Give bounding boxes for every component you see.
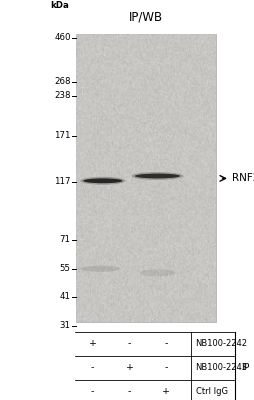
Text: NB100-2242: NB100-2242 xyxy=(196,340,248,348)
Text: 268: 268 xyxy=(54,78,71,86)
Text: 117: 117 xyxy=(54,178,71,186)
Text: +: + xyxy=(162,388,170,396)
Text: +: + xyxy=(125,364,134,372)
Bar xyxy=(76,34,216,322)
Text: -: - xyxy=(128,340,131,348)
Text: RNF20: RNF20 xyxy=(232,173,254,183)
Ellipse shape xyxy=(80,177,125,185)
Text: 171: 171 xyxy=(54,132,71,140)
Text: 460: 460 xyxy=(54,34,71,42)
Text: 71: 71 xyxy=(60,236,71,244)
Text: -: - xyxy=(165,364,168,372)
Text: 238: 238 xyxy=(54,92,71,100)
Text: 55: 55 xyxy=(60,264,71,273)
Ellipse shape xyxy=(81,266,120,272)
Text: -: - xyxy=(91,364,94,372)
Ellipse shape xyxy=(140,269,175,276)
Text: IP/WB: IP/WB xyxy=(129,11,163,24)
Text: Ctrl IgG: Ctrl IgG xyxy=(196,388,228,396)
Text: 31: 31 xyxy=(60,322,71,330)
Ellipse shape xyxy=(83,178,123,183)
Text: kDa: kDa xyxy=(50,2,69,10)
Text: -: - xyxy=(128,388,131,396)
Text: IP: IP xyxy=(241,364,250,372)
Text: -: - xyxy=(165,340,168,348)
Text: +: + xyxy=(89,340,97,348)
Text: NB100-2243: NB100-2243 xyxy=(196,364,248,372)
Text: -: - xyxy=(91,388,94,396)
Ellipse shape xyxy=(135,174,180,178)
Text: 41: 41 xyxy=(60,292,71,301)
Ellipse shape xyxy=(132,172,183,180)
